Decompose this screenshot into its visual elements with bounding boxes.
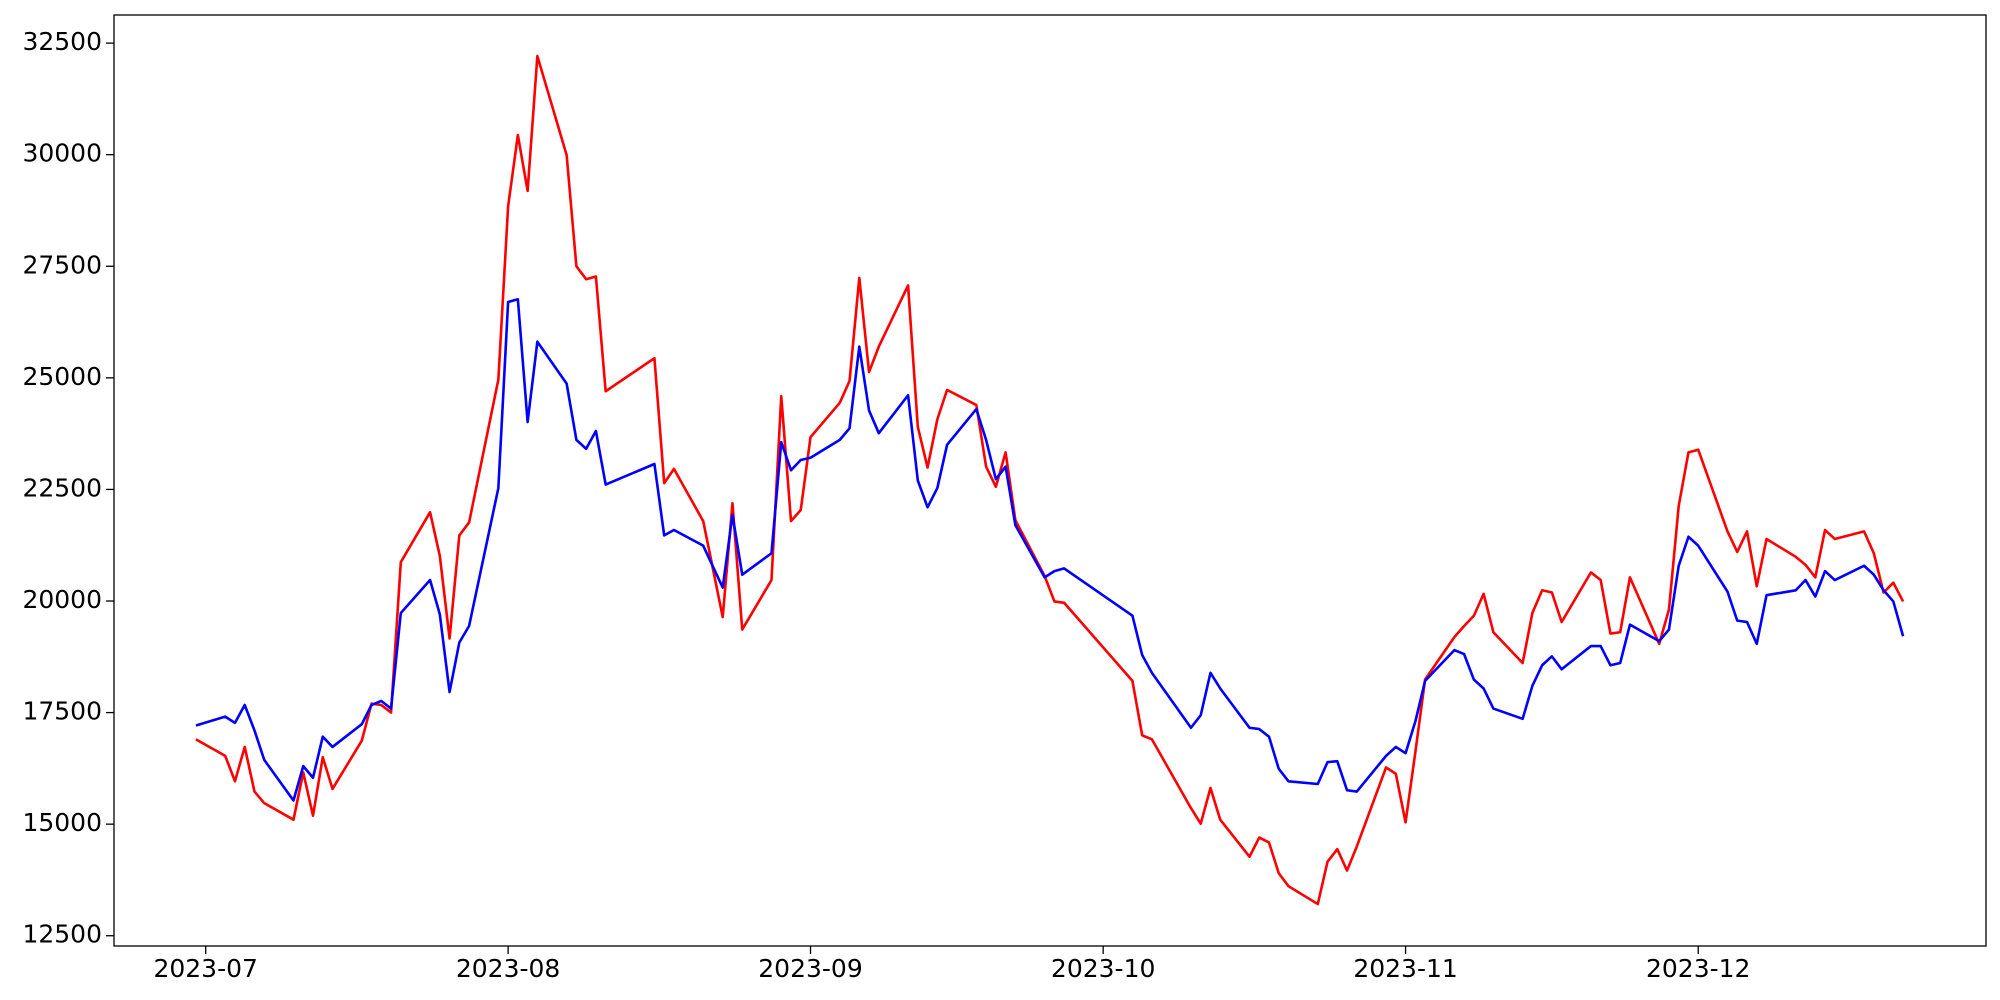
series-line: [195, 54, 1905, 906]
y-tick-label: 22500: [22, 473, 102, 502]
y-tick-label: 30000: [22, 139, 102, 168]
x-tick-label: 2023-12: [1646, 954, 1750, 983]
y-tick-label: 27500: [22, 250, 102, 279]
x-tick-label: 2023-07: [153, 954, 257, 983]
y-tick-label: 20000: [22, 585, 102, 614]
y-tick-label: 25000: [22, 362, 102, 391]
plot-frame: [113, 14, 1987, 947]
x-tick-label: 2023-11: [1353, 954, 1457, 983]
y-tick-label: 32500: [22, 27, 102, 56]
x-tick-label: 2023-09: [758, 954, 862, 983]
y-tick-label: 12500: [22, 920, 102, 949]
x-tick-label: 2023-10: [1051, 954, 1155, 983]
x-tick-label: 2023-08: [456, 954, 560, 983]
y-tick-label: 17500: [22, 697, 102, 726]
y-tick-label: 15000: [22, 808, 102, 837]
series-line: [195, 298, 1905, 802]
